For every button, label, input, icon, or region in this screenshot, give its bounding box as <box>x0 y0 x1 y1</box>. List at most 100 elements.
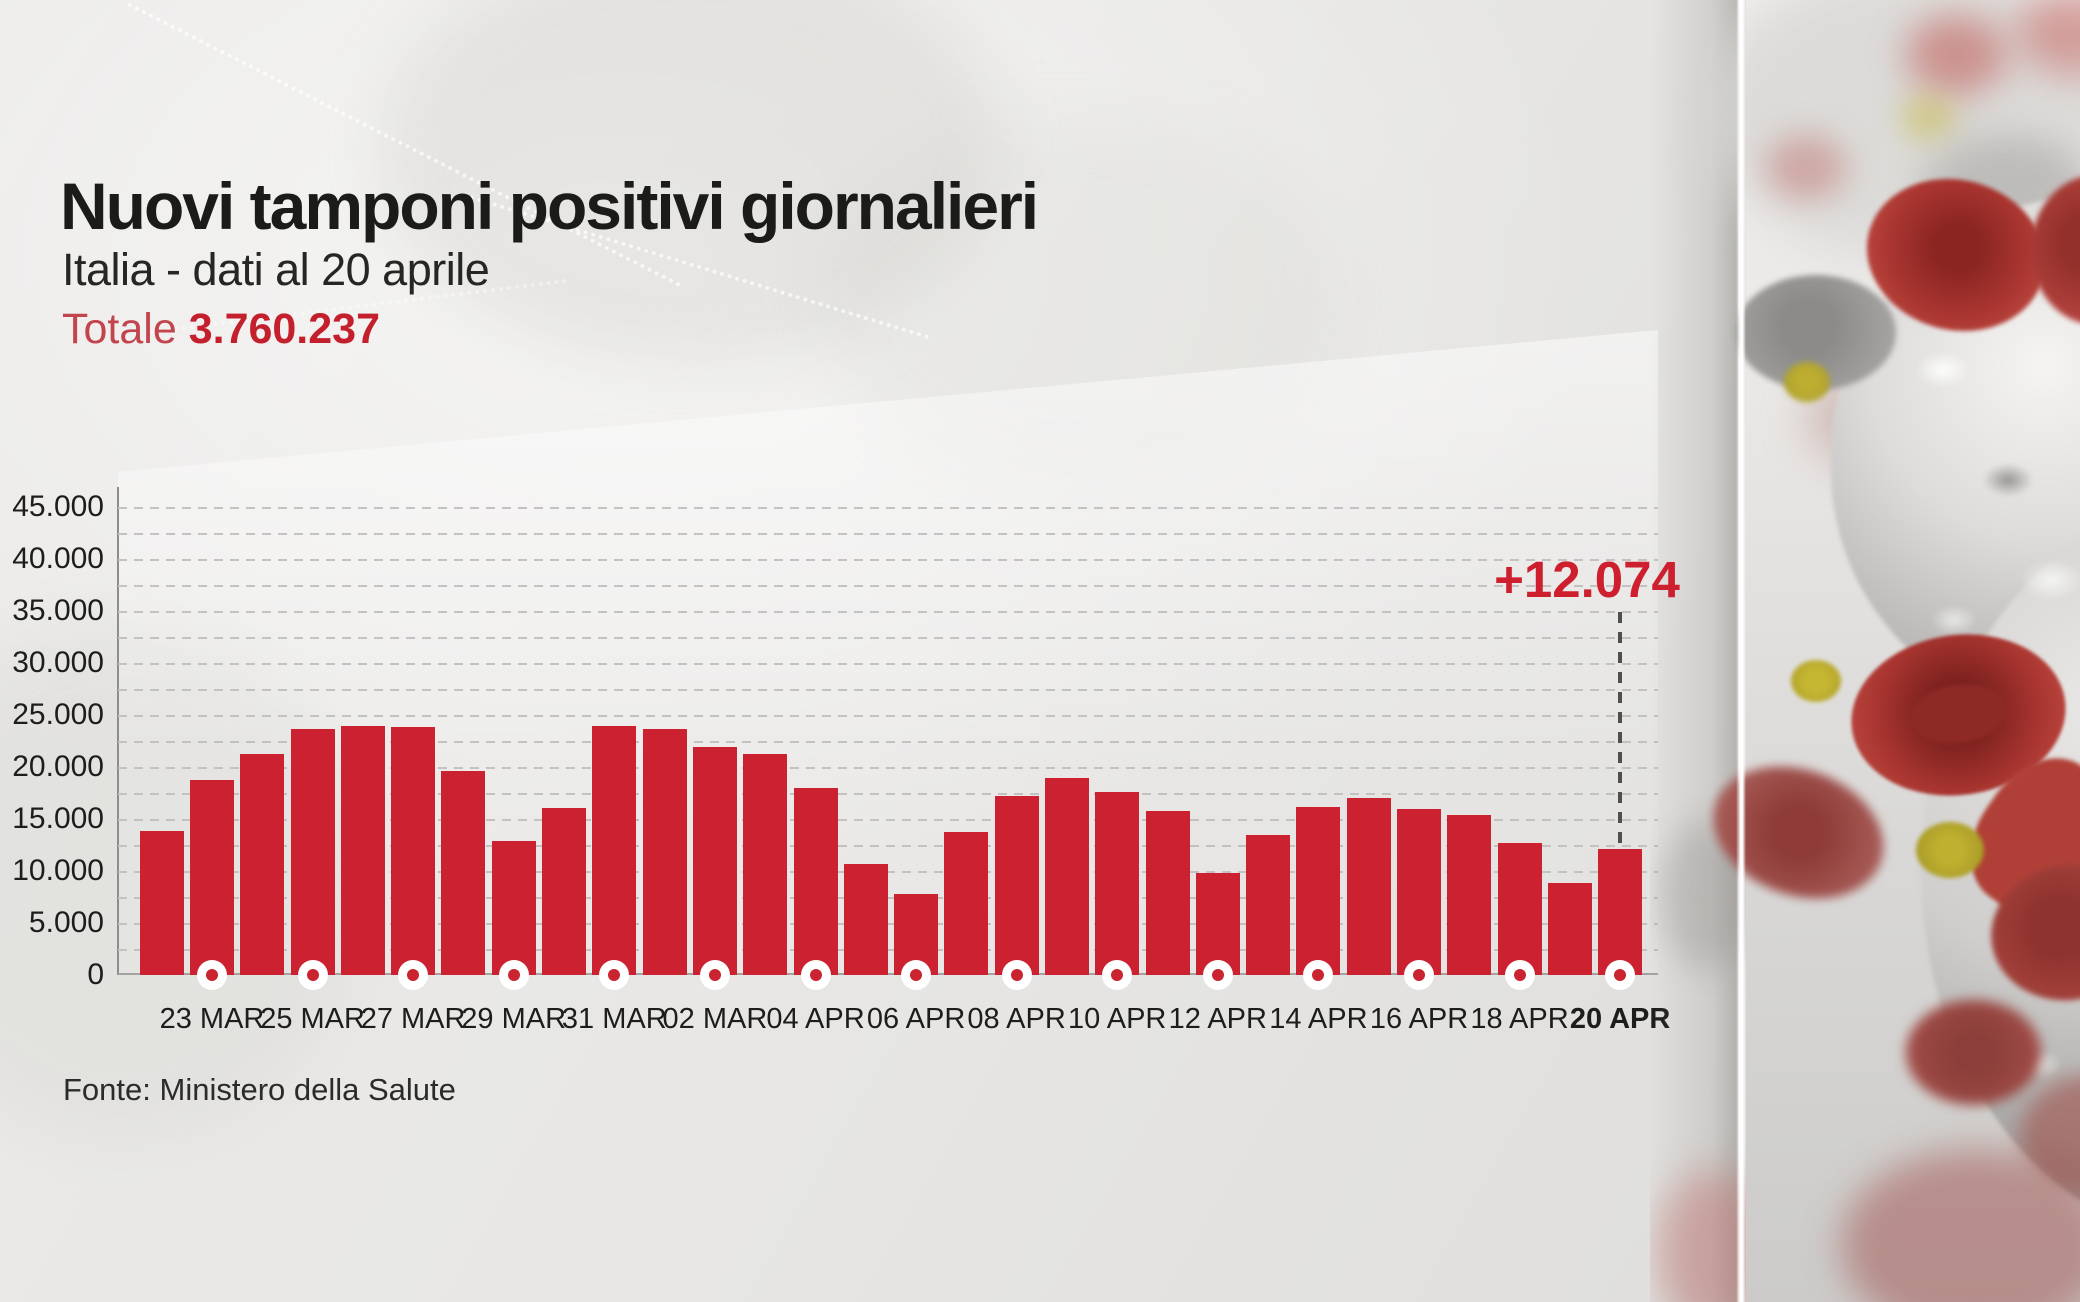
x-axis-tick-label: 10 APR <box>1068 1003 1167 1035</box>
bar-07-apr <box>944 832 989 975</box>
date-marker-ring <box>197 960 227 990</box>
bar-17-apr <box>1447 815 1492 975</box>
x-axis-tick-label: 12 APR <box>1168 1003 1267 1035</box>
y-axis-tick-label: 35.000 <box>12 594 104 627</box>
bar-11-apr <box>1145 811 1190 975</box>
bar-30-mar <box>542 808 586 975</box>
date-marker-ring <box>1504 960 1535 990</box>
date-marker-ring <box>498 960 529 990</box>
gridline <box>118 819 1658 821</box>
gridline <box>118 637 1658 639</box>
source-caption: Fonte: Ministero della Salute <box>63 1072 456 1107</box>
bar-26-mar <box>340 726 385 975</box>
x-axis-tick-label: 04 APR <box>766 1003 865 1035</box>
y-axis-labels: 0 5.000 10.000 15.000 20.000 25.000 30.000 35.0… <box>0 490 104 991</box>
y-axis-tick-label: 20.000 <box>12 750 104 783</box>
bar-22-mar <box>139 831 184 975</box>
x-axis-tick-label: 16 APR <box>1369 1003 1469 1035</box>
total-line: Totale 3.760.237 <box>62 305 380 354</box>
y-axis-tick-label: 30.000 <box>12 646 104 679</box>
x-axis-tick-label: 29 MAR <box>461 1003 567 1035</box>
date-marker-ring <box>1404 960 1434 990</box>
gridline <box>118 949 1658 951</box>
x-axis-tick-label: 14 APR <box>1269 1003 1368 1035</box>
y-axis-line <box>117 487 119 975</box>
annotation-dashed-line <box>1618 612 1622 849</box>
gridline <box>118 689 1658 691</box>
yellow-protein <box>1791 660 1841 702</box>
date-marker-ring <box>699 960 730 990</box>
gridline <box>118 871 1658 873</box>
bar-08-apr <box>994 796 1039 975</box>
oof-red-blob <box>1766 135 1846 200</box>
gridline <box>118 585 1658 587</box>
date-marker-ring <box>1202 960 1233 990</box>
y-axis-tick-label: 15.000 <box>12 802 104 835</box>
gridline <box>118 793 1658 795</box>
bar-10-apr <box>1095 792 1140 975</box>
bar-02-apr <box>692 747 737 975</box>
y-axis-tick-label: 10.000 <box>12 854 104 887</box>
spike-protein-red-muted <box>1906 1000 2041 1105</box>
x-axis-tick-label: 31 MAR <box>561 1003 667 1035</box>
bar-04-apr <box>793 788 838 975</box>
bar-28-mar <box>441 771 486 975</box>
page-subtitle: Italia - dati al 20 aprile <box>62 244 490 295</box>
date-marker-ring <box>398 960 429 990</box>
gridline <box>118 715 1658 717</box>
date-marker-ring <box>297 960 328 990</box>
y-axis-tick-label: 45.000 <box>12 490 104 523</box>
bar-01-apr <box>642 729 687 975</box>
gridline <box>118 845 1658 847</box>
yellow-protein <box>1916 822 1984 878</box>
date-marker-ring <box>1303 960 1334 990</box>
gridline <box>118 507 1658 509</box>
x-axis-tick-label: 20 APR <box>1569 1003 1671 1035</box>
y-axis-tick-label: 25.000 <box>12 698 104 731</box>
gridline <box>118 559 1658 561</box>
date-marker-ring <box>901 960 932 990</box>
latest-value-annotation: +12.074 <box>1494 551 1680 608</box>
bar-29-mar <box>491 841 536 975</box>
bar-31-mar <box>592 726 637 975</box>
y-axis-tick-label: 40.000 <box>12 542 104 575</box>
gridline <box>118 923 1658 925</box>
bar-03-apr <box>743 754 788 975</box>
panel-white-divider <box>1736 0 1746 1302</box>
bar-20-apr <box>1598 849 1643 975</box>
x-axis-tick-label: 02 MAR <box>662 1003 768 1035</box>
bar-16-apr <box>1397 809 1441 975</box>
date-marker-ring <box>1102 960 1133 990</box>
yellow-protein <box>1784 362 1830 402</box>
x-axis-tick-label: 06 APR <box>866 1003 966 1035</box>
gridline <box>118 663 1658 665</box>
bar-05-apr <box>843 864 888 975</box>
bar-25-mar <box>290 729 335 975</box>
bar-27-mar <box>391 727 436 975</box>
total-value: 3.760.237 <box>188 305 380 353</box>
bar-23-mar <box>190 780 234 975</box>
bar-13-apr <box>1246 835 1291 975</box>
bar-18-apr <box>1497 843 1542 975</box>
date-marker-ring <box>1605 960 1636 990</box>
date-marker-ring <box>800 960 831 990</box>
bar-15-apr <box>1346 798 1391 975</box>
date-marker-ring <box>599 960 630 990</box>
gridline <box>118 897 1658 899</box>
bar-19-apr <box>1547 883 1592 975</box>
bar-24-mar <box>240 754 285 975</box>
x-axis-tick-label: 18 APR <box>1470 1003 1569 1035</box>
x-axis-tick-label: 25 MAR <box>260 1003 365 1035</box>
page-title: Nuovi tamponi positivi giornalieri <box>60 169 1039 243</box>
gridline <box>118 611 1658 613</box>
x-axis-tick-label: 23 MAR <box>159 1003 265 1035</box>
coronavirus-photo-panel <box>1650 0 2080 1302</box>
x-axis-tick-label: 08 APR <box>967 1003 1066 1035</box>
bar-09-apr <box>1044 778 1089 975</box>
x-axis-baseline <box>118 973 1658 975</box>
gridline <box>118 767 1658 769</box>
oof-red-blob <box>1906 15 2006 95</box>
daily-positive-tests-bar-chart: 23 MAR 25 MAR 27 MAR 29 MAR 31 MAR 02 MAR 04 A… <box>118 507 1670 1035</box>
bar-14-apr <box>1296 807 1341 975</box>
